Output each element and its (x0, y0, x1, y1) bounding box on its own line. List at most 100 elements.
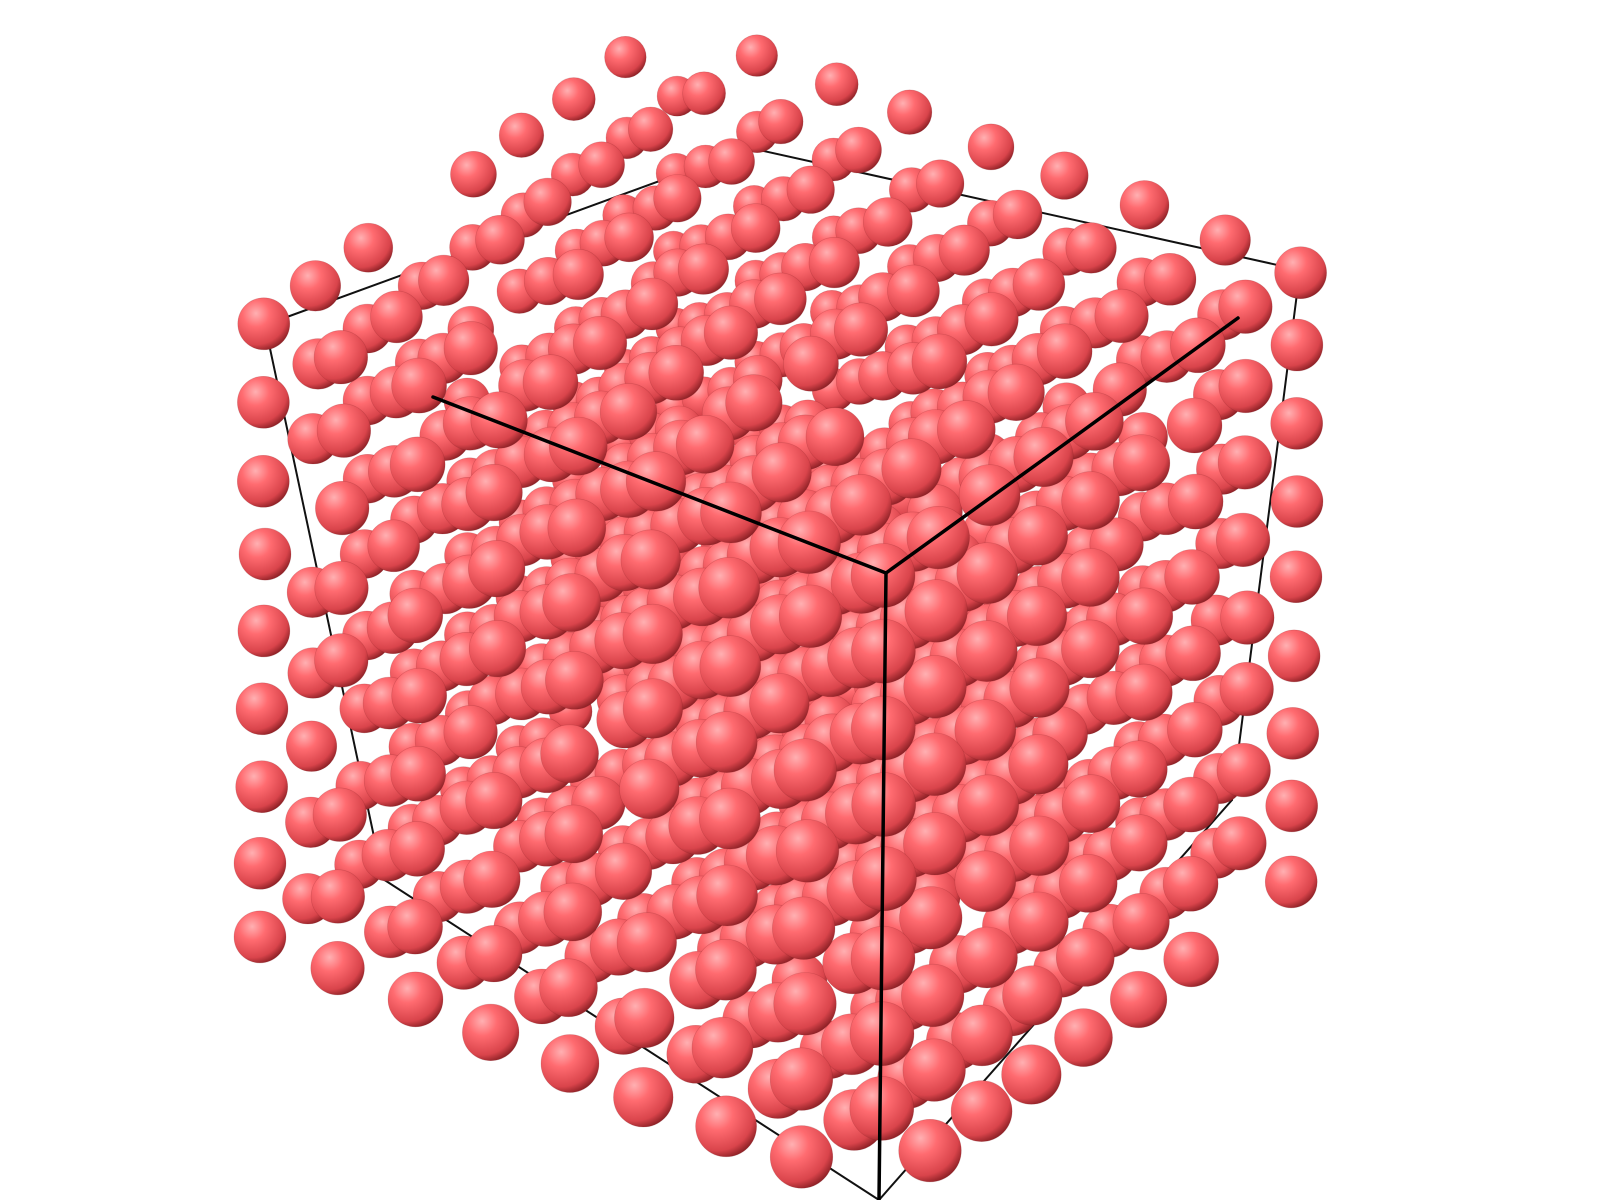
atom-sphere (620, 529, 681, 590)
atom-sphere (1212, 816, 1267, 871)
atom-sphere (315, 481, 370, 536)
atom-sphere (691, 1016, 754, 1079)
atom-sphere (699, 787, 761, 850)
atom-sphere (1115, 587, 1174, 645)
atom-sphere (1164, 549, 1220, 605)
atom-sphere (769, 1047, 834, 1111)
atom-sphere (956, 542, 1019, 605)
atom-sphere (833, 302, 889, 357)
atom-sphere (418, 254, 470, 306)
atom-sphere (955, 620, 1018, 682)
atom-sphere (1094, 288, 1149, 344)
atom-sphere (1002, 965, 1063, 1026)
atom-sphere (387, 898, 443, 955)
atom-sphere (1274, 246, 1327, 300)
atom-sphere (1056, 928, 1115, 987)
atom-sphere (1109, 970, 1168, 1029)
atom-sphere (958, 464, 1021, 527)
atom-sphere (902, 1038, 966, 1102)
atom-sphere (1166, 397, 1223, 454)
atom-sphere (1112, 434, 1171, 492)
atom-sphere (578, 141, 625, 189)
atom-sphere (599, 383, 658, 441)
atom-sphere (903, 732, 967, 796)
atom-sphere (627, 106, 674, 152)
atom-sphere (916, 159, 965, 208)
atom-sphere (1008, 891, 1069, 952)
atom-sphere (754, 272, 807, 326)
atom-sphere (542, 573, 601, 632)
atom-sphere (1267, 629, 1321, 683)
box-edge-front-vertical (877, 571, 888, 1200)
atom-sphere (682, 71, 726, 116)
atom-sphere (540, 724, 599, 784)
atom-sphere (552, 248, 604, 301)
atom-sphere (475, 215, 525, 265)
atom-sphere (604, 212, 654, 263)
atom-sphere (695, 938, 757, 1001)
atom-sphere (698, 556, 761, 619)
atom-sphere (749, 673, 810, 734)
atom-sphere (572, 316, 628, 371)
atom-sphere (1270, 318, 1324, 372)
atom-sphere (901, 963, 965, 1028)
atom-sphere (238, 527, 292, 581)
atom-sphere (470, 391, 528, 449)
atom-sphere (850, 543, 916, 608)
atom-sphere (1119, 180, 1170, 230)
atom-sphere (1218, 358, 1273, 414)
atom-sphere (285, 720, 338, 772)
atom-sphere (540, 1034, 600, 1093)
atom-sphere (696, 864, 758, 927)
atom-sphere (1006, 585, 1068, 647)
atom-sphere (237, 297, 291, 351)
atom-sphere (1265, 779, 1318, 833)
atom-sphere (544, 804, 604, 864)
atom-sphere (1061, 619, 1120, 679)
atom-sphere (1040, 151, 1089, 200)
atom-sphere (725, 374, 783, 432)
atom-sphere (1165, 625, 1221, 682)
atom-sphere (773, 972, 837, 1036)
atom-sphere (950, 1080, 1013, 1142)
atom-sphere (1013, 426, 1074, 488)
atom-sphere (545, 650, 604, 710)
atom-sphere (773, 738, 837, 802)
atom-sphere (465, 771, 523, 830)
atom-sphere (1009, 815, 1070, 876)
atom-sphere (313, 330, 369, 385)
atom-sphere (1112, 892, 1170, 951)
atom-group (233, 34, 1327, 1189)
atom-sphere (233, 910, 287, 964)
atom-sphere (594, 842, 653, 901)
atom-sphere (987, 363, 1045, 422)
atom-sphere (805, 407, 865, 467)
atom-sphere (699, 635, 762, 698)
atom-sphere (1264, 855, 1318, 909)
atom-sphere (310, 940, 365, 996)
atom-sphere (522, 354, 579, 411)
atom-sphere (1061, 471, 1120, 530)
atom-sphere (695, 1095, 757, 1158)
atom-sphere (1110, 814, 1168, 872)
atom-sphere (1220, 590, 1275, 645)
atom-sphere (237, 604, 291, 658)
atom-sphere (1065, 222, 1117, 274)
atom-sphere (616, 912, 677, 973)
atom-sphere (523, 177, 572, 226)
atom-sphere (887, 264, 940, 318)
atom-sphere (1162, 855, 1219, 912)
atom-sphere (653, 174, 702, 223)
atom-sphere (954, 850, 1017, 913)
atom-sphere (814, 62, 859, 106)
atom-sphere (956, 926, 1018, 989)
atom-sphere (450, 151, 497, 198)
atom-sphere (778, 584, 843, 648)
atom-sphere (903, 655, 967, 719)
atom-sphere (1270, 397, 1323, 450)
atom-sphere (992, 189, 1043, 240)
atom-sphere (235, 760, 289, 814)
atom-sphere (769, 1125, 834, 1189)
